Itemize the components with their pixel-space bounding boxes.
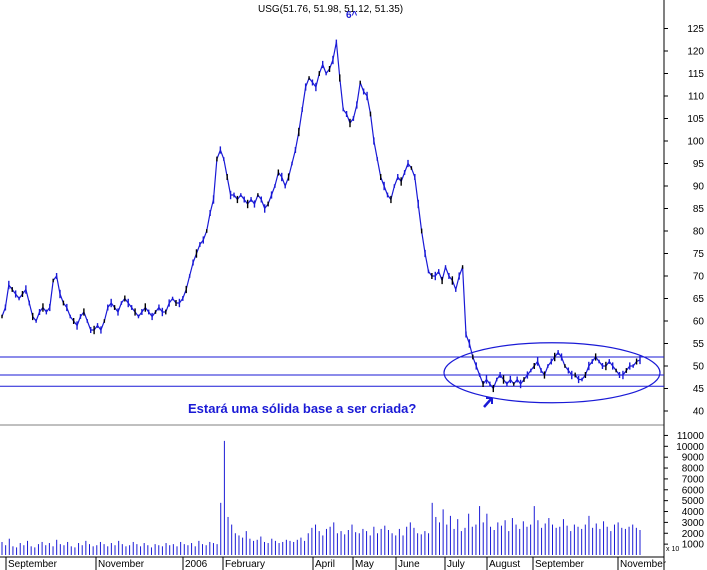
peak-marker: 6^ [346, 10, 358, 21]
volume-tick-label: 1000 [682, 540, 705, 551]
month-label: November [98, 559, 145, 570]
month-label: August [489, 559, 520, 570]
month-label: September [535, 559, 585, 570]
price-tick-label: 50 [693, 362, 705, 373]
chart-title: USG(51.76, 51.98, 51.12, 51.35) [258, 4, 404, 15]
volume-tick-label: 6000 [682, 485, 705, 496]
base-ellipse [443, 342, 661, 404]
chart-annotation: Estará uma sólida base a ser criada? [188, 401, 417, 416]
price-tick-label: 40 [693, 407, 705, 418]
price-tick-label: 95 [693, 159, 705, 170]
price-tick-label: 125 [687, 24, 704, 35]
month-label: February [225, 559, 265, 570]
arrow-icon [483, 397, 493, 408]
price-tick-label: 90 [693, 182, 705, 193]
month-label: April [315, 559, 335, 570]
volume-unit-label: x 10 [666, 546, 679, 553]
volume-tick-label: 9000 [682, 453, 705, 464]
month-label: July [447, 559, 465, 570]
price-tick-label: 60 [693, 317, 705, 328]
volume-tick-label: 2000 [682, 529, 705, 540]
price-tick-label: 85 [693, 204, 705, 215]
price-tick-label: 120 [687, 47, 704, 58]
price-line [1, 41, 641, 390]
month-label: November [620, 559, 667, 570]
month-label: 2006 [185, 559, 208, 570]
volume-tick-label: 11000 [677, 431, 705, 442]
volume-tick-label: 3000 [682, 518, 705, 529]
price-tick-label: 80 [693, 227, 705, 238]
price-tick-label: 100 [687, 137, 704, 148]
month-label: May [355, 559, 374, 570]
volume-tick-label: 10000 [676, 442, 704, 453]
volume-tick-label: 5000 [682, 496, 705, 507]
volume-tick-label: 8000 [682, 464, 705, 475]
price-tick-label: 75 [693, 249, 705, 260]
price-tick-label: 55 [693, 339, 705, 350]
arrow-head-icon [486, 397, 493, 404]
price-tick-label: 45 [693, 384, 705, 395]
price-tick-label: 110 [688, 92, 704, 103]
volume-tick-label: 7000 [682, 474, 705, 485]
price-tick-label: 115 [688, 69, 704, 80]
price-tick-label: 65 [693, 294, 705, 305]
price-tick-label: 105 [687, 114, 704, 125]
volume-tick-label: 4000 [682, 507, 705, 518]
price-tick-label: 70 [693, 272, 705, 283]
month-label: September [8, 559, 58, 570]
month-label: June [398, 559, 420, 570]
